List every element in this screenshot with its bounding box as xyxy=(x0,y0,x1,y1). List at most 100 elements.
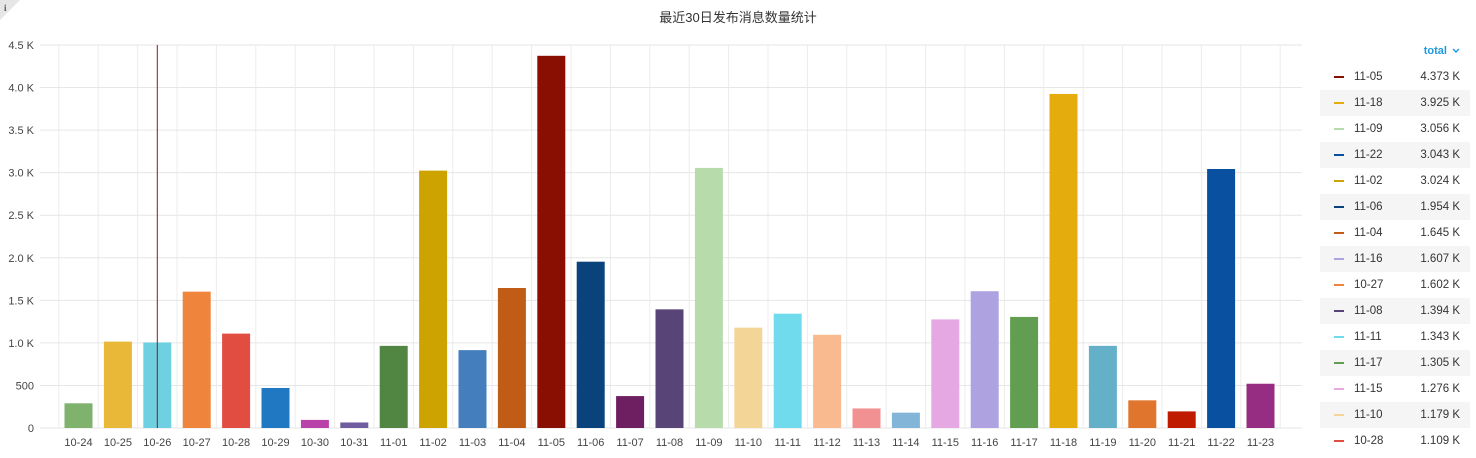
legend-swatch xyxy=(1334,336,1344,338)
x-tick-label: 11-12 xyxy=(813,437,840,449)
bar-11-15[interactable] xyxy=(931,319,960,428)
bar-10-24[interactable] xyxy=(64,403,93,428)
legend-label: 11-22 xyxy=(1354,149,1383,161)
legend-label: 11-02 xyxy=(1354,175,1383,187)
legend-label: 11-08 xyxy=(1354,305,1383,317)
bar-11-10[interactable] xyxy=(734,327,763,428)
legend-item[interactable]: 11-06 1.954 K xyxy=(1320,194,1470,220)
x-tick-label: 11-13 xyxy=(853,437,880,449)
x-tick-label: 11-21 xyxy=(1168,437,1195,449)
legend-sort-header[interactable]: total xyxy=(1320,38,1470,64)
legend-value: 1.276 K xyxy=(1420,383,1460,395)
y-tick-label: 500 xyxy=(16,380,34,392)
legend-value: 1.179 K xyxy=(1420,409,1460,421)
legend-label: 11-17 xyxy=(1354,357,1383,369)
legend-item[interactable]: 10-28 1.109 K xyxy=(1320,428,1470,454)
legend-value: 1.607 K xyxy=(1420,253,1460,265)
bar-10-31[interactable] xyxy=(340,422,369,428)
x-tick-label: 11-03 xyxy=(459,437,486,449)
legend-item[interactable]: 10-27 1.602 K xyxy=(1320,272,1470,298)
bar-11-07[interactable] xyxy=(616,396,645,428)
legend-item[interactable]: 11-18 3.925 K xyxy=(1320,90,1470,116)
legend-item[interactable]: 11-09 3.056 K xyxy=(1320,116,1470,142)
x-tick-label: 11-06 xyxy=(577,437,604,449)
legend-item[interactable]: 11-04 1.645 K xyxy=(1320,220,1470,246)
x-tick-label: 11-18 xyxy=(1050,437,1077,449)
legend-swatch xyxy=(1334,180,1344,182)
bar-11-06[interactable] xyxy=(576,261,605,428)
bar-11-03[interactable] xyxy=(458,350,487,428)
legend-label: 11-04 xyxy=(1354,227,1383,239)
legend-item[interactable]: 11-16 1.607 K xyxy=(1320,246,1470,272)
bar-10-27[interactable] xyxy=(182,291,211,428)
legend-item[interactable]: 11-15 1.276 K xyxy=(1320,376,1470,402)
bar-11-22[interactable] xyxy=(1207,169,1236,428)
bar-11-19[interactable] xyxy=(1088,345,1117,428)
legend-label: 11-10 xyxy=(1354,409,1383,421)
x-tick-label: 11-16 xyxy=(971,437,998,449)
bar-11-02[interactable] xyxy=(419,170,448,428)
bar-11-21[interactable] xyxy=(1167,411,1196,428)
x-tick-label: 10-29 xyxy=(261,437,289,449)
bar-11-11[interactable] xyxy=(773,313,802,428)
y-tick-label: 1.0 K xyxy=(8,338,34,350)
bar-11-16[interactable] xyxy=(970,291,999,428)
legend-swatch xyxy=(1334,362,1344,364)
bar-10-30[interactable] xyxy=(300,419,329,428)
legend-label: 11-11 xyxy=(1354,331,1382,343)
x-tick-label: 10-24 xyxy=(64,437,92,449)
legend-header-label: total xyxy=(1423,45,1447,57)
legend-swatch xyxy=(1334,388,1344,390)
legend-item[interactable]: 11-11 1.343 K xyxy=(1320,324,1470,350)
x-tick-label: 11-09 xyxy=(695,437,722,449)
legend-item[interactable]: 11-17 1.305 K xyxy=(1320,350,1470,376)
legend-item[interactable]: 11-10 1.179 K xyxy=(1320,402,1470,428)
bar-11-09[interactable] xyxy=(694,167,723,428)
legend-swatch xyxy=(1334,154,1344,156)
legend-label: 10-27 xyxy=(1354,279,1384,291)
bar-11-12[interactable] xyxy=(813,334,842,428)
y-tick-label: 2.5 K xyxy=(8,210,34,222)
legend-value: 1.645 K xyxy=(1420,227,1460,239)
bar-10-25[interactable] xyxy=(103,341,132,428)
chart-title: 最近30日发布消息数量统计 xyxy=(659,10,817,25)
bar-10-28[interactable] xyxy=(222,333,251,428)
x-tick-label: 11-05 xyxy=(538,437,565,449)
x-tick-label: 11-04 xyxy=(498,437,525,449)
bar-11-05[interactable] xyxy=(537,55,566,428)
svg-text:i: i xyxy=(4,3,7,13)
bar-11-20[interactable] xyxy=(1128,400,1157,428)
y-tick-label: 4.0 K xyxy=(8,83,34,95)
bar-11-01[interactable] xyxy=(379,345,408,428)
bar-11-14[interactable] xyxy=(891,412,920,428)
x-tick-label: 10-27 xyxy=(183,437,211,449)
legend-swatch xyxy=(1334,258,1344,260)
x-tick-label: 10-28 xyxy=(222,437,250,449)
legend-swatch xyxy=(1334,414,1344,416)
bar-11-17[interactable] xyxy=(1010,316,1039,428)
y-tick-label: 1.5 K xyxy=(8,295,34,307)
y-tick-label: 0 xyxy=(28,423,34,435)
bar-11-13[interactable] xyxy=(852,408,881,428)
legend-item[interactable]: 11-05 4.373 K xyxy=(1320,64,1470,90)
legend-item[interactable]: 11-02 3.024 K xyxy=(1320,168,1470,194)
legend-value: 4.373 K xyxy=(1420,71,1460,83)
legend-item[interactable]: 11-08 1.394 K xyxy=(1320,298,1470,324)
bar-11-08[interactable] xyxy=(655,309,684,428)
x-tick-label: 10-25 xyxy=(104,437,132,449)
x-tick-label: 11-15 xyxy=(932,437,959,449)
bar-11-23[interactable] xyxy=(1246,383,1275,428)
x-tick-label: 11-22 xyxy=(1207,437,1234,449)
legend-value: 1.305 K xyxy=(1420,357,1460,369)
bar-10-29[interactable] xyxy=(261,387,290,428)
bar-11-18[interactable] xyxy=(1049,93,1078,428)
legend-item[interactable]: 11-22 3.043 K xyxy=(1320,142,1470,168)
x-tick-label: 11-20 xyxy=(1129,437,1156,449)
legend-swatch xyxy=(1334,232,1344,234)
info-icon[interactable]: i xyxy=(0,0,20,20)
legend-label: 11-18 xyxy=(1354,97,1383,109)
bar-11-04[interactable] xyxy=(497,287,526,428)
x-tick-label: 10-26 xyxy=(143,437,171,449)
y-tick-label: 3.0 K xyxy=(8,168,34,180)
x-tick-label: 11-14 xyxy=(892,437,919,449)
